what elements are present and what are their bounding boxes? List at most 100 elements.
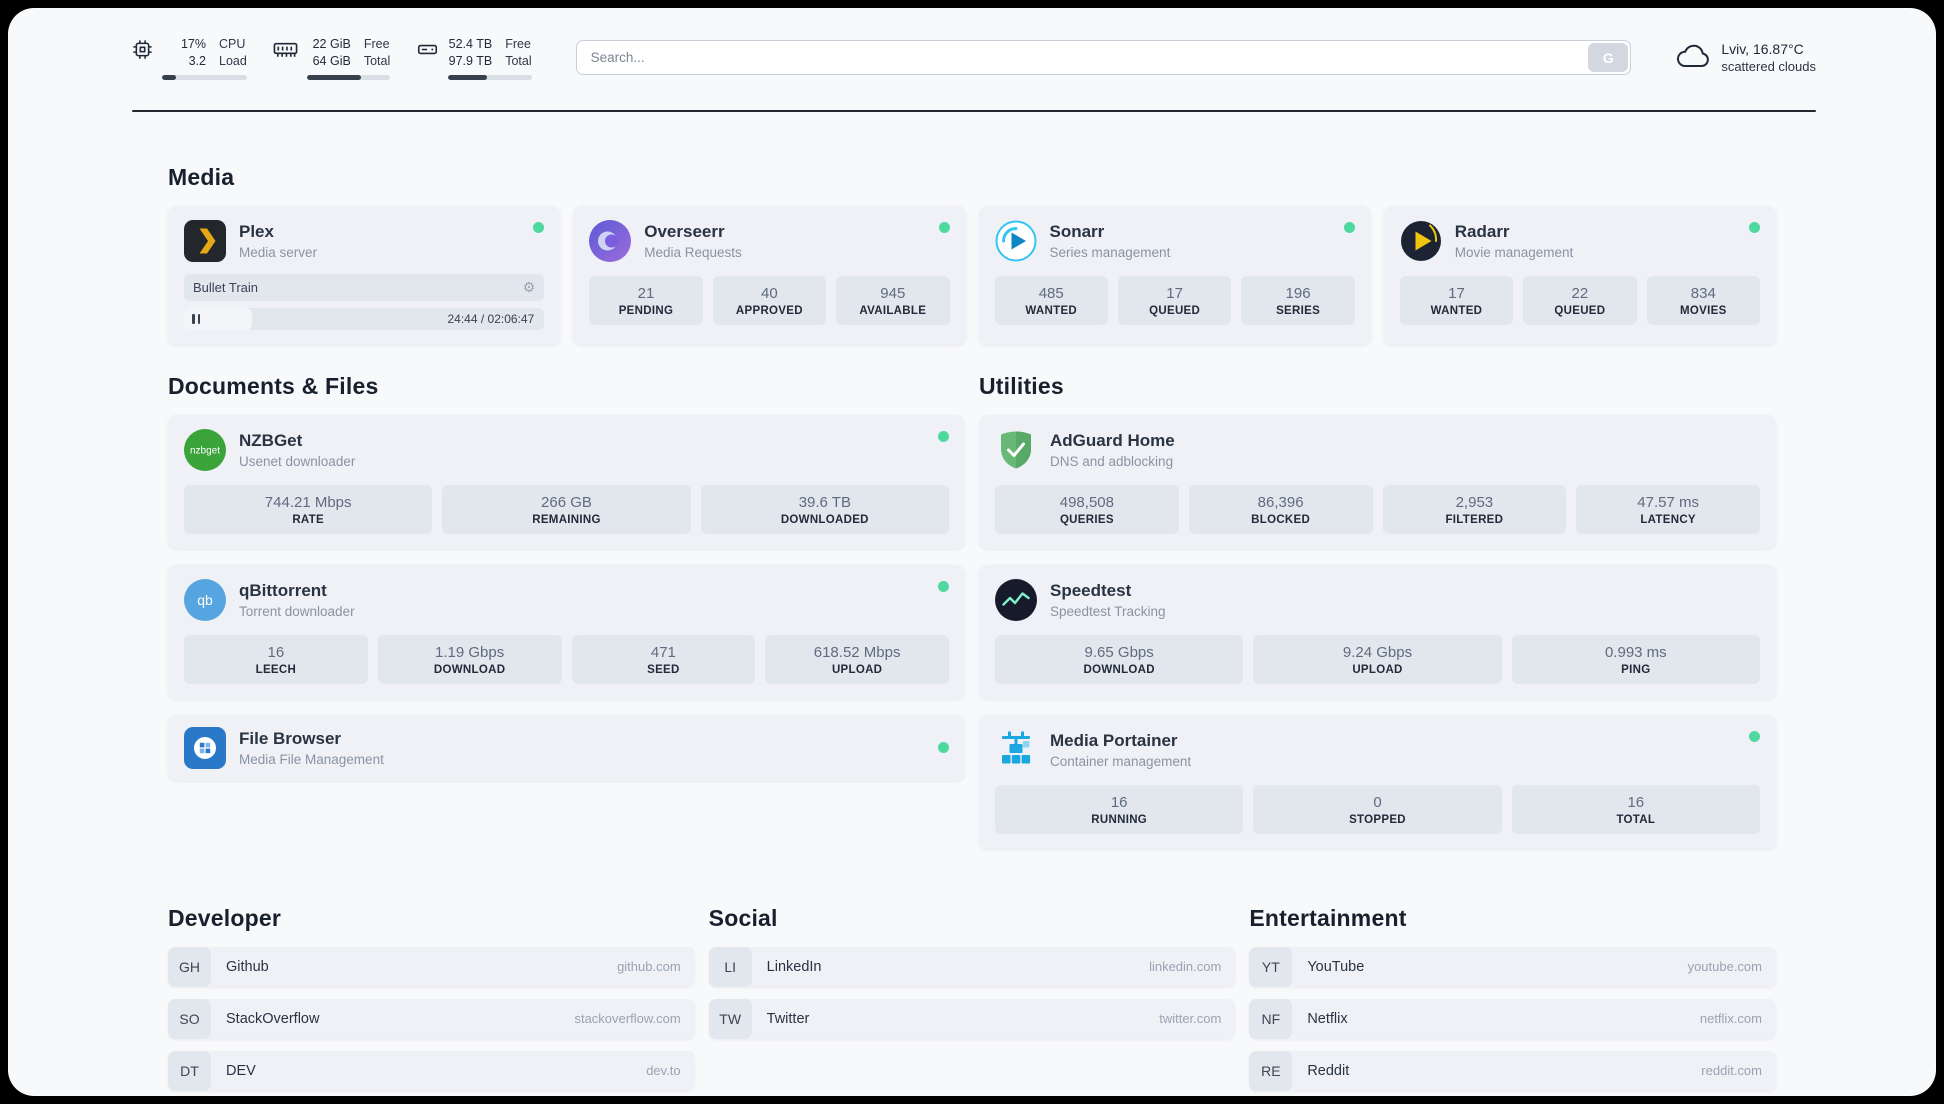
bookmark-url: linkedin.com — [1149, 959, 1222, 975]
stat-pending: 21 PENDING — [589, 275, 703, 325]
section-title-developer: Developer — [168, 904, 282, 931]
service-description: Container management — [1050, 753, 1192, 769]
bookmark-stackoverflow[interactable]: SO StackOverflow stackoverflow.com — [168, 998, 695, 1039]
github-abbr-icon: GH — [168, 946, 211, 987]
service-name: Speedtest — [1050, 580, 1132, 600]
netflix-abbr-icon: NF — [1249, 998, 1293, 1039]
svg-text:nzbget: nzbget — [190, 445, 220, 456]
filebrowser-icon — [184, 726, 226, 769]
service-name: AdGuard Home — [1050, 430, 1175, 450]
stat-available: 945 AVAILABLE — [836, 275, 950, 325]
stat-movies: 834 MOVIES — [1646, 275, 1761, 325]
bookmark-group-entertainment: Entertainment YT YouTube youtube.com NF … — [1249, 905, 1776, 1091]
playback-time: 24:44 / 02:06:47 — [447, 311, 535, 326]
cpu-progress-bar — [162, 74, 247, 80]
status-dot — [938, 742, 949, 754]
status-dot — [938, 580, 949, 592]
service-name: Overseerr — [644, 221, 725, 241]
stat-ping: 0.993 ms PING — [1511, 634, 1760, 684]
radarr-icon — [1400, 220, 1442, 262]
service-description: Series management — [1049, 244, 1171, 260]
stat-remaining: 266 GB REMAINING — [442, 484, 691, 534]
service-description: Media Requests — [644, 244, 742, 260]
bookmark-dev[interactable]: DT DEV dev.to — [168, 1050, 695, 1091]
service-card-speedtest[interactable]: Speedtest Speedtest Tracking 9.65 Gbps D… — [979, 564, 1776, 699]
pause-icon[interactable] — [192, 313, 200, 324]
bookmark-url: twitter.com — [1159, 1011, 1222, 1027]
bookmark-url: reddit.com — [1701, 1063, 1762, 1079]
bookmark-name: Reddit — [1307, 1062, 1350, 1079]
disk-progress-bar — [448, 74, 532, 80]
cloud-icon — [1675, 42, 1711, 74]
playback-progress-bar[interactable]: 24:44 / 02:06:47 — [184, 307, 545, 330]
service-description: Usenet downloader — [239, 453, 356, 469]
bookmark-youtube[interactable]: YT YouTube youtube.com — [1249, 946, 1776, 987]
service-name: File Browser — [239, 728, 342, 748]
service-name: Media Portainer — [1050, 730, 1178, 750]
adguard-icon — [995, 429, 1037, 471]
service-name: Sonarr — [1049, 221, 1105, 241]
bookmark-group-social: Social LI LinkedIn linkedin.com TW Twitt… — [708, 904, 1236, 1091]
disk-widget: 52.4 TB 97.9 TB Free Total — [416, 36, 532, 80]
status-dot — [1749, 221, 1760, 233]
status-dot — [938, 221, 950, 233]
service-description: Speedtest Tracking — [1050, 603, 1166, 619]
disk-progress-fill — [448, 74, 488, 80]
dashboard-page: 17% 3.2 CPU Load 22 GiB — [8, 8, 1936, 1096]
service-card-filebrowser[interactable]: File Browser Media File Management — [168, 714, 965, 781]
bookmark-url: dev.to — [646, 1063, 681, 1079]
cpu-label: CPU — [219, 37, 246, 51]
service-card-portainer[interactable]: Media Portainer Container management 16 … — [979, 714, 1776, 849]
stat-upload: 9.24 Gbps UPLOAD — [1253, 634, 1502, 684]
cpu-load-label: Load — [219, 53, 247, 68]
plex-icon — [184, 219, 226, 262]
service-card-qbittorrent[interactable]: qb qBittorrent Torrent downloader 16 LEE… — [168, 564, 965, 699]
service-card-adguard[interactable]: AdGuard Home DNS and adblocking 498,508 … — [979, 414, 1776, 549]
bookmark-github[interactable]: GH Github github.com — [168, 946, 695, 987]
header-divider — [132, 109, 1816, 112]
bookmark-netflix[interactable]: NF Netflix netflix.com — [1249, 998, 1776, 1039]
linkedin-abbr-icon: LI — [708, 946, 752, 987]
portainer-icon — [995, 729, 1037, 771]
status-dot — [1343, 221, 1355, 233]
stat-filtered: 2,953 FILTERED — [1382, 484, 1567, 534]
service-card-plex[interactable]: Plex Media server Bullet Train ⚙ 24:44 / — [168, 205, 561, 345]
twitter-abbr-icon: TW — [708, 998, 752, 1039]
bookmark-url: youtube.com — [1687, 959, 1762, 975]
overseerr-icon — [589, 219, 632, 262]
stat-upload: 618.52 Mbps UPLOAD — [765, 634, 949, 684]
service-card-nzbget[interactable]: nzbget NZBGet Usenet downloader 744.21 M… — [168, 414, 965, 549]
search-provider-button[interactable]: G — [1588, 43, 1629, 73]
bookmark-twitter[interactable]: TW Twitter twitter.com — [708, 998, 1236, 1039]
status-dot — [1749, 730, 1760, 742]
weather-location: Lviv, 16.87°C — [1721, 41, 1804, 58]
service-card-overseerr[interactable]: Overseerr Media Requests 21 PENDING 40 A… — [573, 205, 966, 345]
documents-column: Documents & Files nzbget NZBGet Usenet d… — [168, 373, 965, 781]
bookmark-name: Twitter — [766, 1010, 810, 1027]
youtube-abbr-icon: YT — [1249, 946, 1293, 987]
service-name: qBittorrent — [239, 580, 327, 600]
bookmark-reddit[interactable]: RE Reddit reddit.com — [1249, 1050, 1776, 1091]
service-card-sonarr[interactable]: Sonarr Series management 485 WANTED 17 Q… — [978, 205, 1371, 345]
section-title-documents: Documents & Files — [168, 372, 379, 399]
service-name: Radarr — [1454, 221, 1510, 241]
service-name: Plex — [239, 221, 274, 241]
service-description: Torrent downloader — [239, 603, 355, 619]
bookmark-name: Github — [226, 958, 269, 975]
ram-progress-bar — [306, 74, 391, 80]
section-title-social: Social — [708, 904, 778, 931]
service-card-radarr[interactable]: Radarr Movie management 17 WANTED 22 QUE… — [1383, 205, 1776, 345]
search-input[interactable] — [576, 41, 1587, 75]
cpu-widget: 17% 3.2 CPU Load — [132, 36, 247, 80]
stat-downloaded: 39.6 TB DOWNLOADED — [700, 484, 949, 534]
stat-queued: 22 QUEUED — [1523, 275, 1637, 325]
disk-total-value: 97.9 TB — [448, 53, 493, 68]
utilities-column: Utilities AdGuard Home DNS and adblockin… — [979, 373, 1776, 849]
stat-series: 196 SERIES — [1241, 275, 1355, 325]
gear-icon[interactable]: ⚙ — [522, 279, 536, 296]
section-title-utilities: Utilities — [979, 372, 1064, 399]
bookmark-linkedin[interactable]: LI LinkedIn linkedin.com — [708, 946, 1236, 987]
cpu-progress-fill — [162, 74, 177, 80]
ram-total-label: Total — [363, 53, 391, 68]
ram-total-value: 64 GiB — [312, 53, 351, 68]
